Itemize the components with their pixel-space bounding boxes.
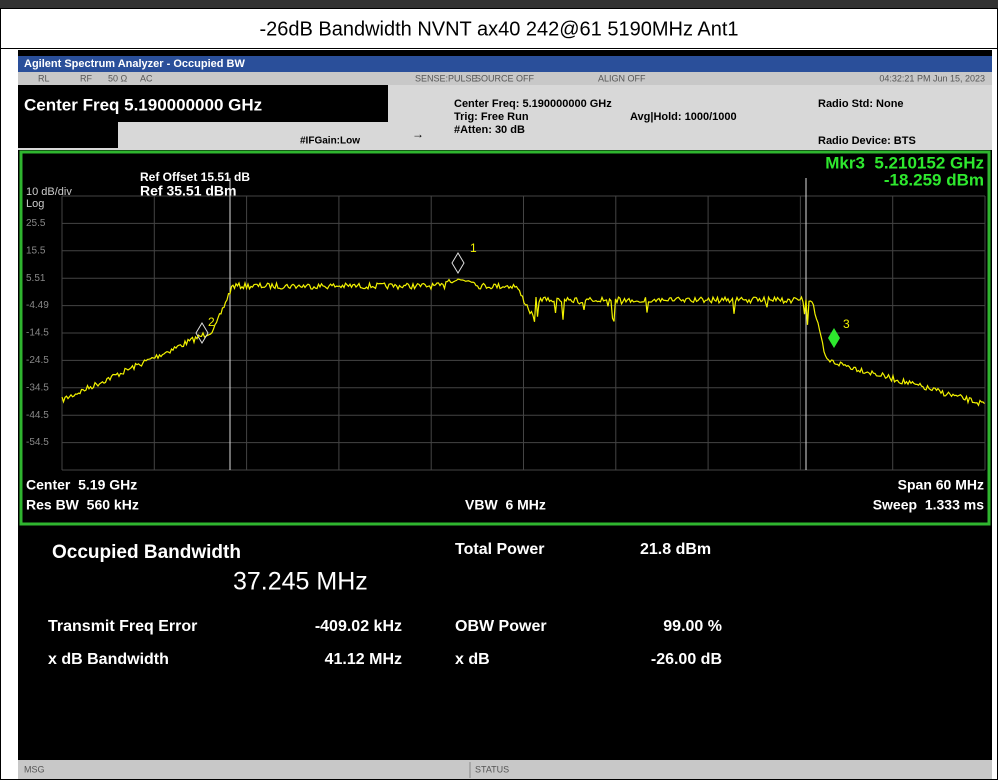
radio-std: Radio Std: None — [818, 98, 904, 110]
status-item: 04:32:21 PM Jun 15, 2023 — [879, 73, 985, 83]
setting: Trig: Free Run — [454, 111, 529, 123]
marker-readout: Mkr3 5.210152 GHz — [825, 153, 984, 172]
softkey-box — [18, 122, 118, 148]
y-label: -34.5 — [26, 382, 49, 393]
marker-diamond — [451, 252, 465, 274]
occupied-bw: 37.245 MHz — [233, 568, 368, 596]
y-label: 25.5 — [26, 218, 46, 229]
marker-label: 1 — [470, 241, 477, 255]
result-label: Transmit Freq Error — [48, 618, 197, 635]
status-bar — [18, 760, 992, 779]
setting: #Atten: 30 dB — [454, 124, 525, 136]
results-title: Occupied Bandwidth — [52, 542, 241, 563]
y-label: 15.5 — [26, 245, 46, 256]
marker-diamond-active — [828, 328, 840, 348]
result-label: x dB Bandwidth — [48, 651, 169, 668]
result-value: -409.02 kHz — [315, 618, 402, 635]
graticule — [61, 195, 986, 471]
y-label: -44.5 — [26, 410, 49, 421]
center-label: Center 5.19 GHz — [26, 477, 137, 493]
spectrum-trace — [61, 278, 985, 407]
marker-label: 3 — [843, 317, 850, 331]
setting: Center Freq: 5.190000000 GHz — [454, 98, 612, 110]
status-item: RF — [80, 73, 92, 83]
status-text: STATUS — [475, 764, 509, 774]
status-item: SOURCE OFF — [475, 73, 535, 83]
marker-readout: -18.259 dBm — [884, 170, 984, 189]
avg-hold: Avg|Hold: 1000/1000 — [630, 111, 737, 123]
ref-level: Ref 35.51 dBm — [140, 183, 236, 199]
y-label: -54.5 — [26, 437, 49, 448]
y-label: -14.5 — [26, 328, 49, 339]
result-value: 41.12 MHz — [325, 651, 402, 668]
center-freq: Center Freq 5.190000000 GHz — [24, 95, 262, 114]
header-title: -26dB Bandwidth NVNT ax40 242@61 5190MHz… — [259, 18, 738, 40]
status-item: SENSE:PULSE — [415, 73, 478, 83]
marker-label: 2 — [208, 315, 215, 329]
status-row — [18, 72, 992, 85]
vbw: VBW 6 MHz — [465, 497, 546, 513]
status-item: RL — [38, 73, 50, 83]
result-label: OBW Power — [455, 618, 547, 635]
radio-device: Radio Device: BTS — [818, 135, 916, 147]
scale-type: Log — [26, 198, 44, 210]
analyzer-titlebar — [18, 56, 992, 72]
plot-frame — [19, 150, 991, 526]
y-label: -4.49 — [26, 300, 49, 311]
status-item: 50 Ω — [108, 73, 128, 83]
analyzer-title: Agilent Spectrum Analyzer - Occupied BW — [24, 58, 245, 70]
result-label: Total Power — [455, 541, 545, 558]
y-label: 5.51 — [26, 273, 46, 284]
if-gain: #IFGain:Low — [300, 136, 360, 147]
result-value: 21.8 dBm — [640, 541, 711, 558]
span: Span 60 MHz — [898, 477, 984, 493]
status-msg: MSG — [24, 764, 45, 774]
scale: 10 dB/div — [26, 186, 72, 198]
y-label: -24.5 — [26, 355, 49, 366]
sweep: Sweep 1.333 ms — [873, 497, 985, 513]
res-bw: Res BW 560 kHz — [26, 497, 139, 513]
input-arrow: → — [412, 127, 424, 141]
ref-offset: Ref Offset 15.51 dB — [140, 170, 250, 184]
status-item: ALIGN OFF — [598, 73, 646, 83]
result-value: -26.00 dB — [651, 651, 722, 668]
center-freq-box — [18, 85, 388, 122]
result-value: 99.00 % — [663, 618, 722, 635]
status-item: AC — [140, 73, 153, 83]
status-row-items: RL RF 50 Ω AC SENSE:PULSE SOURCE OFF ALI… — [38, 73, 985, 83]
marker-diamond — [195, 322, 209, 344]
result-label: x dB — [455, 651, 490, 668]
top-strip — [0, 0, 998, 8]
